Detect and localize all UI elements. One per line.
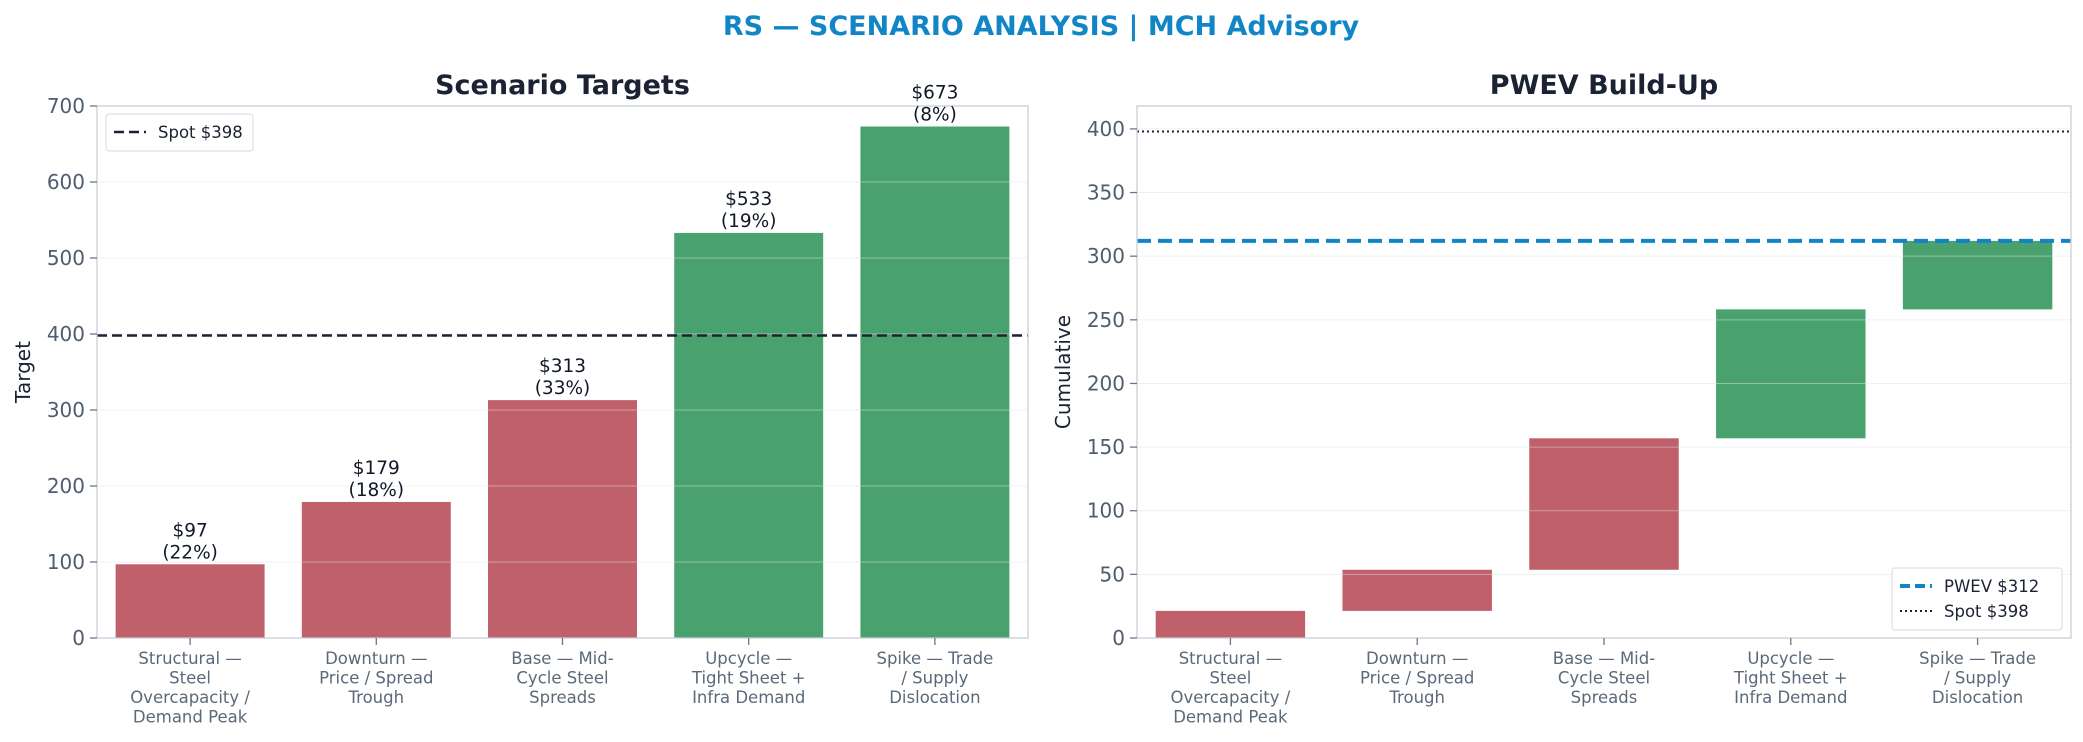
y-axis-label: Cumulative [1051,315,1075,429]
x-tick-label: Base — Mid-Cycle Steel Spreads [511,649,613,707]
x-tick-label: Structural — Steel Overcapacity / Demand Pe… [1171,649,1291,727]
y-tick-label: 500 [47,246,85,270]
x-tick-label-line: Overcapacity / [1171,688,1291,707]
x-tick-label-line: Infra Demand [1734,688,1847,707]
data-label-line: (22%) [162,542,218,563]
legend-box [1891,567,2063,631]
x-tick-label-line: Price / Spread [319,669,433,688]
pwev-buildup-panel: 0 50 100 150 200 250 300 350 400 Structural — Stee… [1051,70,2072,727]
x-tick-label-line: Cycle Steel [516,669,608,688]
x-tick-label: Structural — Steel Overcapacity / Demand Pe… [130,649,250,727]
legend-label: PWEV $312 [1944,577,2039,596]
y-tick-label: 150 [1087,435,1125,459]
y-tick-label: 200 [47,474,85,498]
y-tick-label: 300 [47,398,85,422]
data-label-line: $313 [539,356,586,377]
x-tick-label-line: Trough [1388,688,1445,707]
bar-5 [860,126,1010,639]
x-tick-label-line: Demand Peak [133,708,248,727]
y-tick-label: 700 [47,94,85,118]
x-tick-label-line: Spike — Trade [876,649,993,668]
data-label: $97 (22%) [162,520,218,563]
x-tick-label-line: Steel [169,669,211,688]
x-tick-label-line: Infra Demand [692,688,805,707]
y-tick-label: 0 [72,626,85,650]
x-tick-label-line: Upcycle — [705,649,792,668]
x-tick-label-line: / Supply [901,669,968,688]
data-label-line: (18%) [349,480,405,501]
x-tick-label-line: Price / Spread [1360,669,1474,688]
x-tick-label-line: Cycle Steel [1558,669,1650,688]
bar-4 [674,232,824,639]
legend-label: Spot $398 [1944,602,2029,621]
y-tick-label: 50 [1100,562,1125,586]
y-axis-label: Target [11,341,35,404]
x-tick-label-line: Tight Sheet + [691,669,806,688]
bar-1 [1155,610,1306,638]
data-label-line: (8%) [913,105,957,126]
data-label-line: $179 [353,458,400,479]
data-label: $533 (19%) [721,189,777,232]
data-label-line: (33%) [535,378,591,399]
bar-4 [1716,309,1866,439]
figure-title: RS — SCENARIO ANALYSIS | MCH Advisory [723,11,1360,42]
legend-label: Spot $398 [158,123,243,142]
x-tick-label-line: Structural — [1179,649,1282,668]
x-tick-label-line: / Supply [1944,669,2011,688]
y-tick-label: 300 [1087,244,1125,268]
bar-5 [1902,240,2053,310]
x-tick-label: Upcycle — Tight Sheet + Infra Demand [691,649,806,707]
x-tick-label: Spike — Trade / Supply Dislocation [876,649,993,707]
x-tick-label-line: Spreads [529,688,596,707]
y-tick-label: 0 [1112,626,1125,650]
y-tick-label: 250 [1087,308,1125,332]
x-tick-label: Downturn — Price / Spread Trough [1360,649,1474,707]
y-tick-label: 400 [47,322,85,346]
y-tick-label: 100 [1087,499,1125,523]
x-tick-label-line: Steel [1209,669,1251,688]
x-tick-label-line: Dislocation [889,688,980,707]
y-tick-label: 400 [1087,117,1125,141]
legend: PWEV $312 Spot $398 [1891,567,2063,631]
panel-title: Scenario Targets [435,70,690,101]
x-tick-label-line: Trough [348,688,405,707]
bar-2 [1342,569,1492,611]
legend-box [105,113,254,152]
x-tick-label-line: Base — Mid- [1553,649,1655,668]
bar-3 [1529,438,1679,570]
x-tick-label: Spike — Trade / Supply Dislocation [1919,649,2036,707]
data-label-line: $97 [172,520,207,541]
x-tick-label-line: Demand Peak [1173,708,1288,727]
y-tick-label: 350 [1087,181,1125,205]
x-tick-label-line: Dislocation [1932,688,2023,707]
data-label: $313 (33%) [535,356,591,399]
panel-title: PWEV Build-Up [1490,70,1718,101]
data-label-line: (19%) [721,211,777,232]
x-tick-label-line: Downturn — [325,649,427,668]
data-label-line: $673 [911,83,958,104]
bar-2 [301,501,451,638]
scenario-targets-panel: 0 100 200 300 400 500 600 700 Structural — Steel O… [11,70,1029,727]
y-tick-label: 200 [1087,371,1125,395]
x-tick-label: Downturn — Price / Spread Trough [319,649,433,707]
x-tick-label-line: Structural — [138,649,241,668]
x-tick-label-line: Upcycle — [1747,649,1834,668]
legend: Spot $398 [105,113,254,152]
data-label-line: $533 [725,189,772,210]
bar-3 [488,400,637,638]
x-tick-label-line: Tight Sheet + [1733,669,1848,688]
x-tick-label: Upcycle — Tight Sheet + Infra Demand [1733,649,1848,707]
bar-1 [115,564,265,638]
y-tick-label: 600 [47,170,85,194]
x-tick-label: Base — Mid-Cycle Steel Spreads [1553,649,1655,707]
x-tick-label-line: Base — Mid- [511,649,613,668]
x-tick-label-line: Spike — Trade [1919,649,2036,668]
data-label: $673 (8%) [911,83,958,126]
x-tick-label-line: Downturn — [1366,649,1468,668]
y-tick-label: 100 [47,550,85,574]
x-tick-label-line: Spreads [1571,688,1638,707]
x-tick-label-line: Overcapacity / [130,688,250,707]
data-label: $179 (18%) [349,458,405,501]
